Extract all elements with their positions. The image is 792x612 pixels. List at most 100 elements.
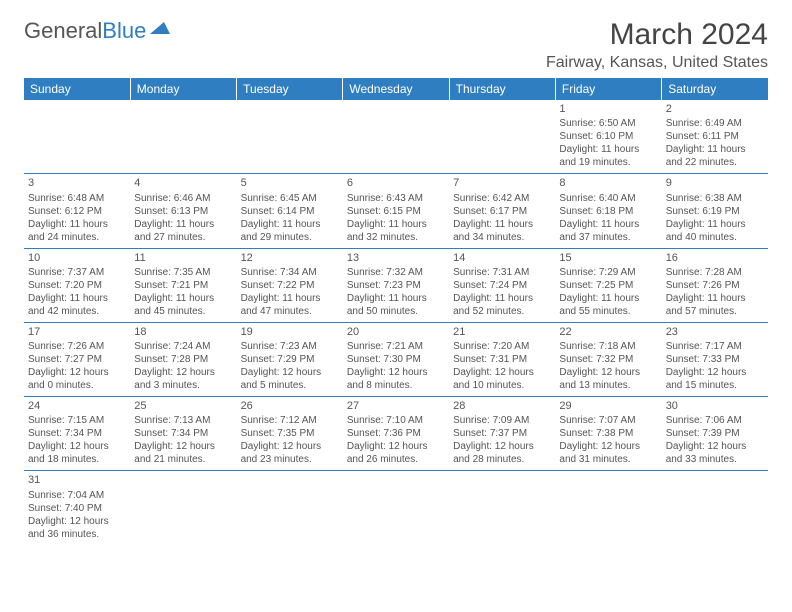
calendar-cell: 20Sunrise: 7:21 AMSunset: 7:30 PMDayligh… xyxy=(343,322,449,396)
calendar-week: 24Sunrise: 7:15 AMSunset: 7:34 PMDayligh… xyxy=(24,397,768,471)
sunset-text: Sunset: 7:23 PM xyxy=(347,279,445,292)
day-number: 22 xyxy=(559,325,657,339)
calendar-cell: 11Sunrise: 7:35 AMSunset: 7:21 PMDayligh… xyxy=(130,248,236,322)
daylight-text: Daylight: 11 hours xyxy=(666,143,764,156)
day-header: Monday xyxy=(130,78,236,100)
daylight-text: and 8 minutes. xyxy=(347,379,445,392)
sunrise-text: Sunrise: 6:50 AM xyxy=(559,117,657,130)
sunset-text: Sunset: 6:12 PM xyxy=(28,205,126,218)
daylight-text: and 34 minutes. xyxy=(453,231,551,244)
sunset-text: Sunset: 6:14 PM xyxy=(241,205,339,218)
daylight-text: and 26 minutes. xyxy=(347,453,445,466)
sunrise-text: Sunrise: 6:38 AM xyxy=(666,192,764,205)
day-number: 29 xyxy=(559,399,657,413)
day-number: 9 xyxy=(666,176,764,190)
logo-text-blue: Blue xyxy=(102,18,146,44)
calendar-cell: 8Sunrise: 6:40 AMSunset: 6:18 PMDaylight… xyxy=(555,174,661,248)
calendar-cell: 13Sunrise: 7:32 AMSunset: 7:23 PMDayligh… xyxy=(343,248,449,322)
sunrise-text: Sunrise: 7:31 AM xyxy=(453,266,551,279)
day-number: 1 xyxy=(559,102,657,116)
calendar-cell: 2Sunrise: 6:49 AMSunset: 6:11 PMDaylight… xyxy=(662,100,768,174)
logo-text-general: General xyxy=(24,18,102,44)
calendar-cell: 14Sunrise: 7:31 AMSunset: 7:24 PMDayligh… xyxy=(449,248,555,322)
daylight-text: Daylight: 12 hours xyxy=(559,366,657,379)
calendar-cell: 22Sunrise: 7:18 AMSunset: 7:32 PMDayligh… xyxy=(555,322,661,396)
calendar-cell xyxy=(130,100,236,174)
day-number: 21 xyxy=(453,325,551,339)
daylight-text: Daylight: 11 hours xyxy=(666,292,764,305)
sunset-text: Sunset: 6:19 PM xyxy=(666,205,764,218)
sunset-text: Sunset: 6:18 PM xyxy=(559,205,657,218)
calendar-cell xyxy=(237,100,343,174)
daylight-text: and 10 minutes. xyxy=(453,379,551,392)
daylight-text: Daylight: 11 hours xyxy=(559,218,657,231)
sunset-text: Sunset: 7:29 PM xyxy=(241,353,339,366)
daylight-text: and 3 minutes. xyxy=(134,379,232,392)
sunrise-text: Sunrise: 7:34 AM xyxy=(241,266,339,279)
day-number: 31 xyxy=(28,473,126,487)
day-header: Tuesday xyxy=(237,78,343,100)
daylight-text: Daylight: 11 hours xyxy=(347,292,445,305)
logo-flag-icon xyxy=(150,18,174,44)
logo: GeneralBlue xyxy=(24,18,174,44)
sunset-text: Sunset: 7:31 PM xyxy=(453,353,551,366)
calendar-cell xyxy=(555,471,661,545)
day-number: 17 xyxy=(28,325,126,339)
calendar-cell: 27Sunrise: 7:10 AMSunset: 7:36 PMDayligh… xyxy=(343,397,449,471)
sunrise-text: Sunrise: 6:46 AM xyxy=(134,192,232,205)
daylight-text: Daylight: 11 hours xyxy=(28,218,126,231)
day-header: Sunday xyxy=(24,78,130,100)
daylight-text: and 22 minutes. xyxy=(666,156,764,169)
calendar-cell: 7Sunrise: 6:42 AMSunset: 6:17 PMDaylight… xyxy=(449,174,555,248)
page-header: GeneralBlue March 2024 Fairway, Kansas, … xyxy=(24,18,768,72)
daylight-text: Daylight: 11 hours xyxy=(453,292,551,305)
calendar-cell: 10Sunrise: 7:37 AMSunset: 7:20 PMDayligh… xyxy=(24,248,130,322)
daylight-text: Daylight: 12 hours xyxy=(28,440,126,453)
daylight-text: and 52 minutes. xyxy=(453,305,551,318)
sunrise-text: Sunrise: 7:06 AM xyxy=(666,414,764,427)
sunset-text: Sunset: 7:24 PM xyxy=(453,279,551,292)
daylight-text: Daylight: 11 hours xyxy=(666,218,764,231)
sunset-text: Sunset: 6:15 PM xyxy=(347,205,445,218)
daylight-text: and 50 minutes. xyxy=(347,305,445,318)
day-number: 15 xyxy=(559,251,657,265)
calendar-cell xyxy=(130,471,236,545)
sunset-text: Sunset: 7:36 PM xyxy=(347,427,445,440)
calendar-cell xyxy=(449,100,555,174)
sunrise-text: Sunrise: 7:09 AM xyxy=(453,414,551,427)
calendar-cell xyxy=(24,100,130,174)
calendar-cell: 5Sunrise: 6:45 AMSunset: 6:14 PMDaylight… xyxy=(237,174,343,248)
daylight-text: Daylight: 11 hours xyxy=(559,143,657,156)
sunset-text: Sunset: 7:39 PM xyxy=(666,427,764,440)
daylight-text: Daylight: 11 hours xyxy=(241,292,339,305)
calendar-week: 1Sunrise: 6:50 AMSunset: 6:10 PMDaylight… xyxy=(24,100,768,174)
sunset-text: Sunset: 6:17 PM xyxy=(453,205,551,218)
daylight-text: Daylight: 11 hours xyxy=(453,218,551,231)
sunrise-text: Sunrise: 7:17 AM xyxy=(666,340,764,353)
daylight-text: and 33 minutes. xyxy=(666,453,764,466)
daylight-text: Daylight: 12 hours xyxy=(453,440,551,453)
sunset-text: Sunset: 7:27 PM xyxy=(28,353,126,366)
daylight-text: Daylight: 12 hours xyxy=(28,366,126,379)
day-number: 3 xyxy=(28,176,126,190)
sunrise-text: Sunrise: 7:23 AM xyxy=(241,340,339,353)
calendar-cell: 29Sunrise: 7:07 AMSunset: 7:38 PMDayligh… xyxy=(555,397,661,471)
daylight-text: Daylight: 12 hours xyxy=(28,515,126,528)
sunrise-text: Sunrise: 7:13 AM xyxy=(134,414,232,427)
daylight-text: and 37 minutes. xyxy=(559,231,657,244)
sunset-text: Sunset: 7:26 PM xyxy=(666,279,764,292)
daylight-text: and 23 minutes. xyxy=(241,453,339,466)
calendar-week: 17Sunrise: 7:26 AMSunset: 7:27 PMDayligh… xyxy=(24,322,768,396)
daylight-text: and 45 minutes. xyxy=(134,305,232,318)
daylight-text: Daylight: 12 hours xyxy=(134,366,232,379)
day-header: Wednesday xyxy=(343,78,449,100)
day-header-row: Sunday Monday Tuesday Wednesday Thursday… xyxy=(24,78,768,100)
sunset-text: Sunset: 7:35 PM xyxy=(241,427,339,440)
calendar-cell xyxy=(343,100,449,174)
daylight-text: Daylight: 11 hours xyxy=(347,218,445,231)
calendar-week: 10Sunrise: 7:37 AMSunset: 7:20 PMDayligh… xyxy=(24,248,768,322)
calendar-cell: 30Sunrise: 7:06 AMSunset: 7:39 PMDayligh… xyxy=(662,397,768,471)
daylight-text: Daylight: 12 hours xyxy=(347,440,445,453)
calendar-cell: 31Sunrise: 7:04 AMSunset: 7:40 PMDayligh… xyxy=(24,471,130,545)
day-number: 5 xyxy=(241,176,339,190)
